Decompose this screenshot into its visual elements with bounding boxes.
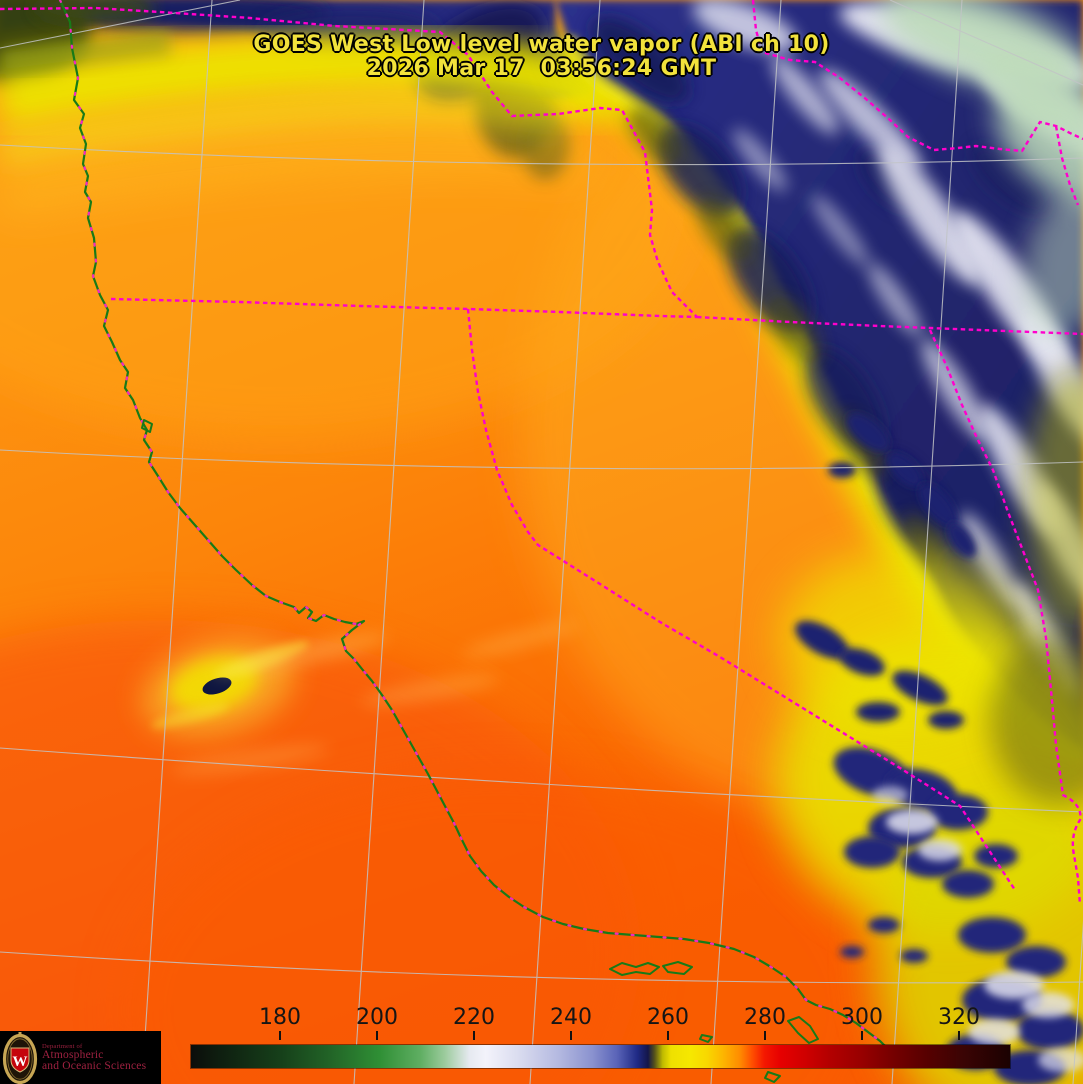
scattered-cloud-blobs — [795, 412, 977, 729]
coastline — [58, 0, 891, 1083]
southeast-cloud-cluster — [833, 747, 1018, 963]
islands — [141, 419, 819, 1083]
colorbar-gradient — [190, 1044, 1011, 1069]
yellow-transition-band — [0, 29, 618, 216]
crest-monogram: W — [13, 1054, 28, 1070]
title-timestamp-line: 2026 Mar 17 03:56:24 GMT — [366, 56, 717, 81]
state-borders — [0, 0, 1083, 906]
uw-aos-logo: W Department of Atmospheric and Oceanic … — [0, 1031, 161, 1084]
logo-dept-prefix: Department of — [42, 1042, 83, 1050]
image-title: GOES West Low level water vapor (ABI ch … — [0, 33, 1083, 81]
green-cloud-patches — [880, 0, 1083, 339]
uw-crest-icon: W — [2, 1031, 38, 1084]
logo-name-line-2: and Oceanic Sciences — [42, 1060, 147, 1072]
logo-text: Department of Atmospheric and Oceanic Sc… — [42, 1043, 146, 1073]
logo-name-line-1: Atmospheric — [42, 1048, 104, 1061]
title-product-line: GOES West Low level water vapor (ABI ch … — [253, 32, 830, 57]
coastline-path — [58, 0, 891, 1052]
